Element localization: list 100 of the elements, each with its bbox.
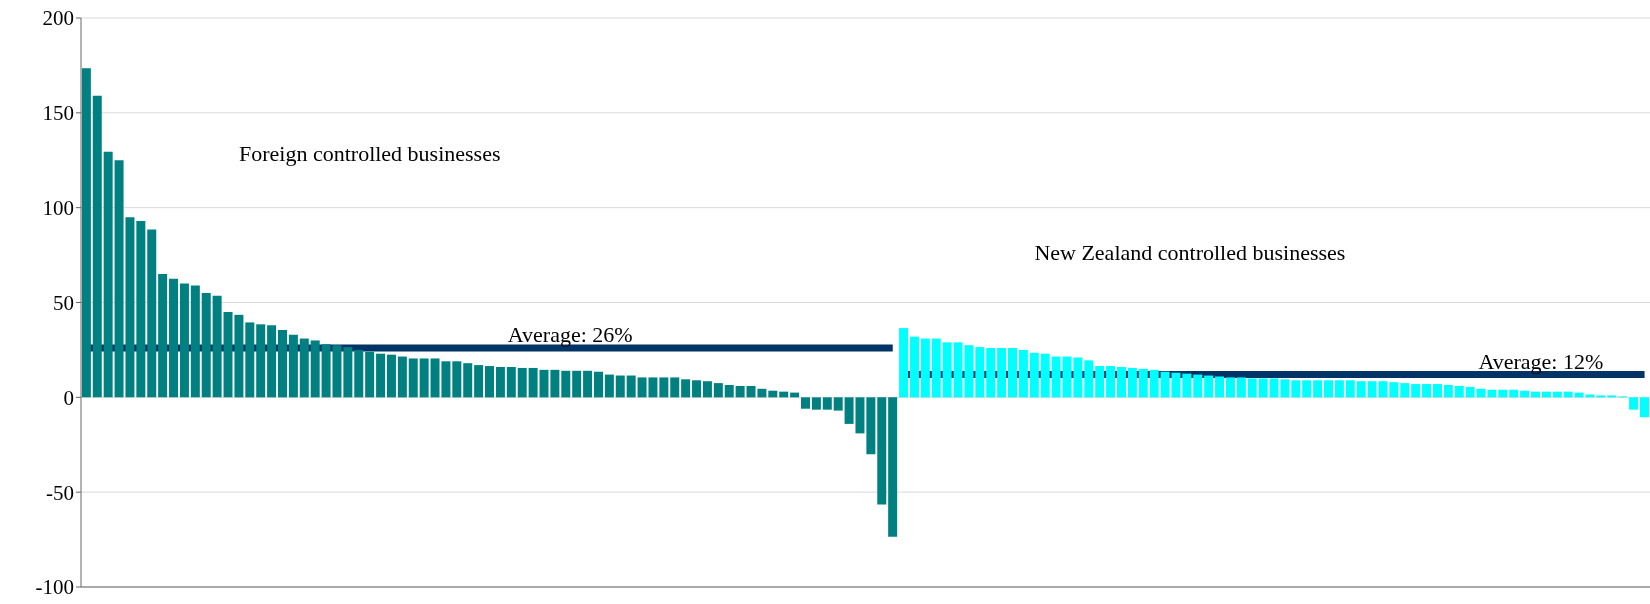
bar <box>376 353 386 398</box>
bar <box>931 338 941 398</box>
bar <box>1345 380 1355 398</box>
bar <box>245 322 255 398</box>
bar <box>1258 378 1268 398</box>
bar <box>256 324 266 398</box>
bar <box>801 397 810 409</box>
bar <box>452 361 462 398</box>
y-tick-label: -50 <box>46 480 74 505</box>
bar <box>212 295 222 398</box>
annotation: New Zealand controlled businesses <box>1034 240 1346 266</box>
bar <box>1106 366 1116 398</box>
bar <box>713 383 723 398</box>
bar <box>397 356 407 398</box>
bar <box>724 385 734 398</box>
annotation: Foreign controlled businesses <box>238 141 501 167</box>
bar <box>877 397 887 505</box>
bar <box>681 379 691 398</box>
bar <box>1084 360 1094 398</box>
bar <box>899 328 909 398</box>
bar <box>81 68 91 398</box>
bar <box>201 293 211 398</box>
bar <box>1334 380 1344 398</box>
bar <box>1291 380 1301 398</box>
bar <box>942 342 952 398</box>
bar <box>1247 378 1257 398</box>
bar <box>517 367 527 398</box>
bar <box>1029 352 1039 398</box>
bar <box>604 374 614 398</box>
bar <box>1432 384 1442 398</box>
bar <box>866 397 876 455</box>
bar <box>1302 380 1312 398</box>
bar <box>659 377 669 398</box>
bar <box>1356 381 1366 398</box>
bar <box>1443 385 1453 398</box>
bar <box>169 278 179 398</box>
bar <box>354 349 364 398</box>
bar <box>1138 368 1148 398</box>
bar <box>920 338 930 398</box>
bar <box>593 371 603 398</box>
y-tick-label: 200 <box>42 6 74 31</box>
bar <box>811 397 821 410</box>
bar <box>1324 380 1333 398</box>
bar <box>692 380 702 398</box>
bar <box>1193 374 1203 398</box>
bar <box>386 354 396 398</box>
ref-line-label: Average: 26% <box>507 322 633 348</box>
bar <box>1040 353 1050 398</box>
bar <box>1389 382 1399 398</box>
y-tick-label: 150 <box>42 101 74 126</box>
bar <box>833 397 843 411</box>
bar <box>583 370 593 398</box>
bar <box>735 385 745 398</box>
bar <box>1465 386 1475 398</box>
bar <box>365 351 375 398</box>
bar <box>986 348 996 398</box>
bar <box>343 347 353 398</box>
bar <box>888 397 898 537</box>
bar <box>278 330 287 398</box>
y-tick-label: 100 <box>42 196 74 221</box>
bar <box>1509 389 1519 398</box>
bar <box>909 336 919 398</box>
bar <box>1095 366 1105 398</box>
bar <box>92 95 102 398</box>
bar <box>463 363 473 398</box>
bar <box>997 348 1007 398</box>
bar <box>1422 384 1432 398</box>
bar <box>310 340 320 398</box>
bar <box>190 285 200 398</box>
bar <box>288 334 298 398</box>
y-tick-label: 50 <box>53 290 74 315</box>
bar <box>1225 377 1235 398</box>
bar <box>1182 373 1192 398</box>
bar <box>495 366 505 398</box>
bar <box>179 283 189 398</box>
bar <box>550 369 560 398</box>
bar <box>1073 357 1083 398</box>
bar <box>822 397 832 410</box>
bar <box>1149 369 1159 398</box>
bar <box>103 151 113 398</box>
bar <box>299 338 309 398</box>
bar <box>561 370 571 398</box>
bar <box>670 377 680 398</box>
bar <box>1400 383 1410 398</box>
bar <box>626 375 636 398</box>
bar <box>975 347 985 398</box>
ref-line-label: Average: 12% <box>1478 348 1604 374</box>
bar <box>1411 384 1421 398</box>
bar <box>615 375 625 398</box>
bar <box>506 366 516 398</box>
bar <box>1520 390 1530 398</box>
bar <box>702 381 712 398</box>
bar <box>419 358 429 398</box>
bar <box>1116 366 1126 398</box>
bar <box>485 366 495 398</box>
bar <box>572 370 582 398</box>
bar <box>147 229 157 398</box>
y-tick-label: -100 <box>35 575 74 600</box>
bar <box>1629 397 1639 410</box>
bar <box>768 390 778 398</box>
